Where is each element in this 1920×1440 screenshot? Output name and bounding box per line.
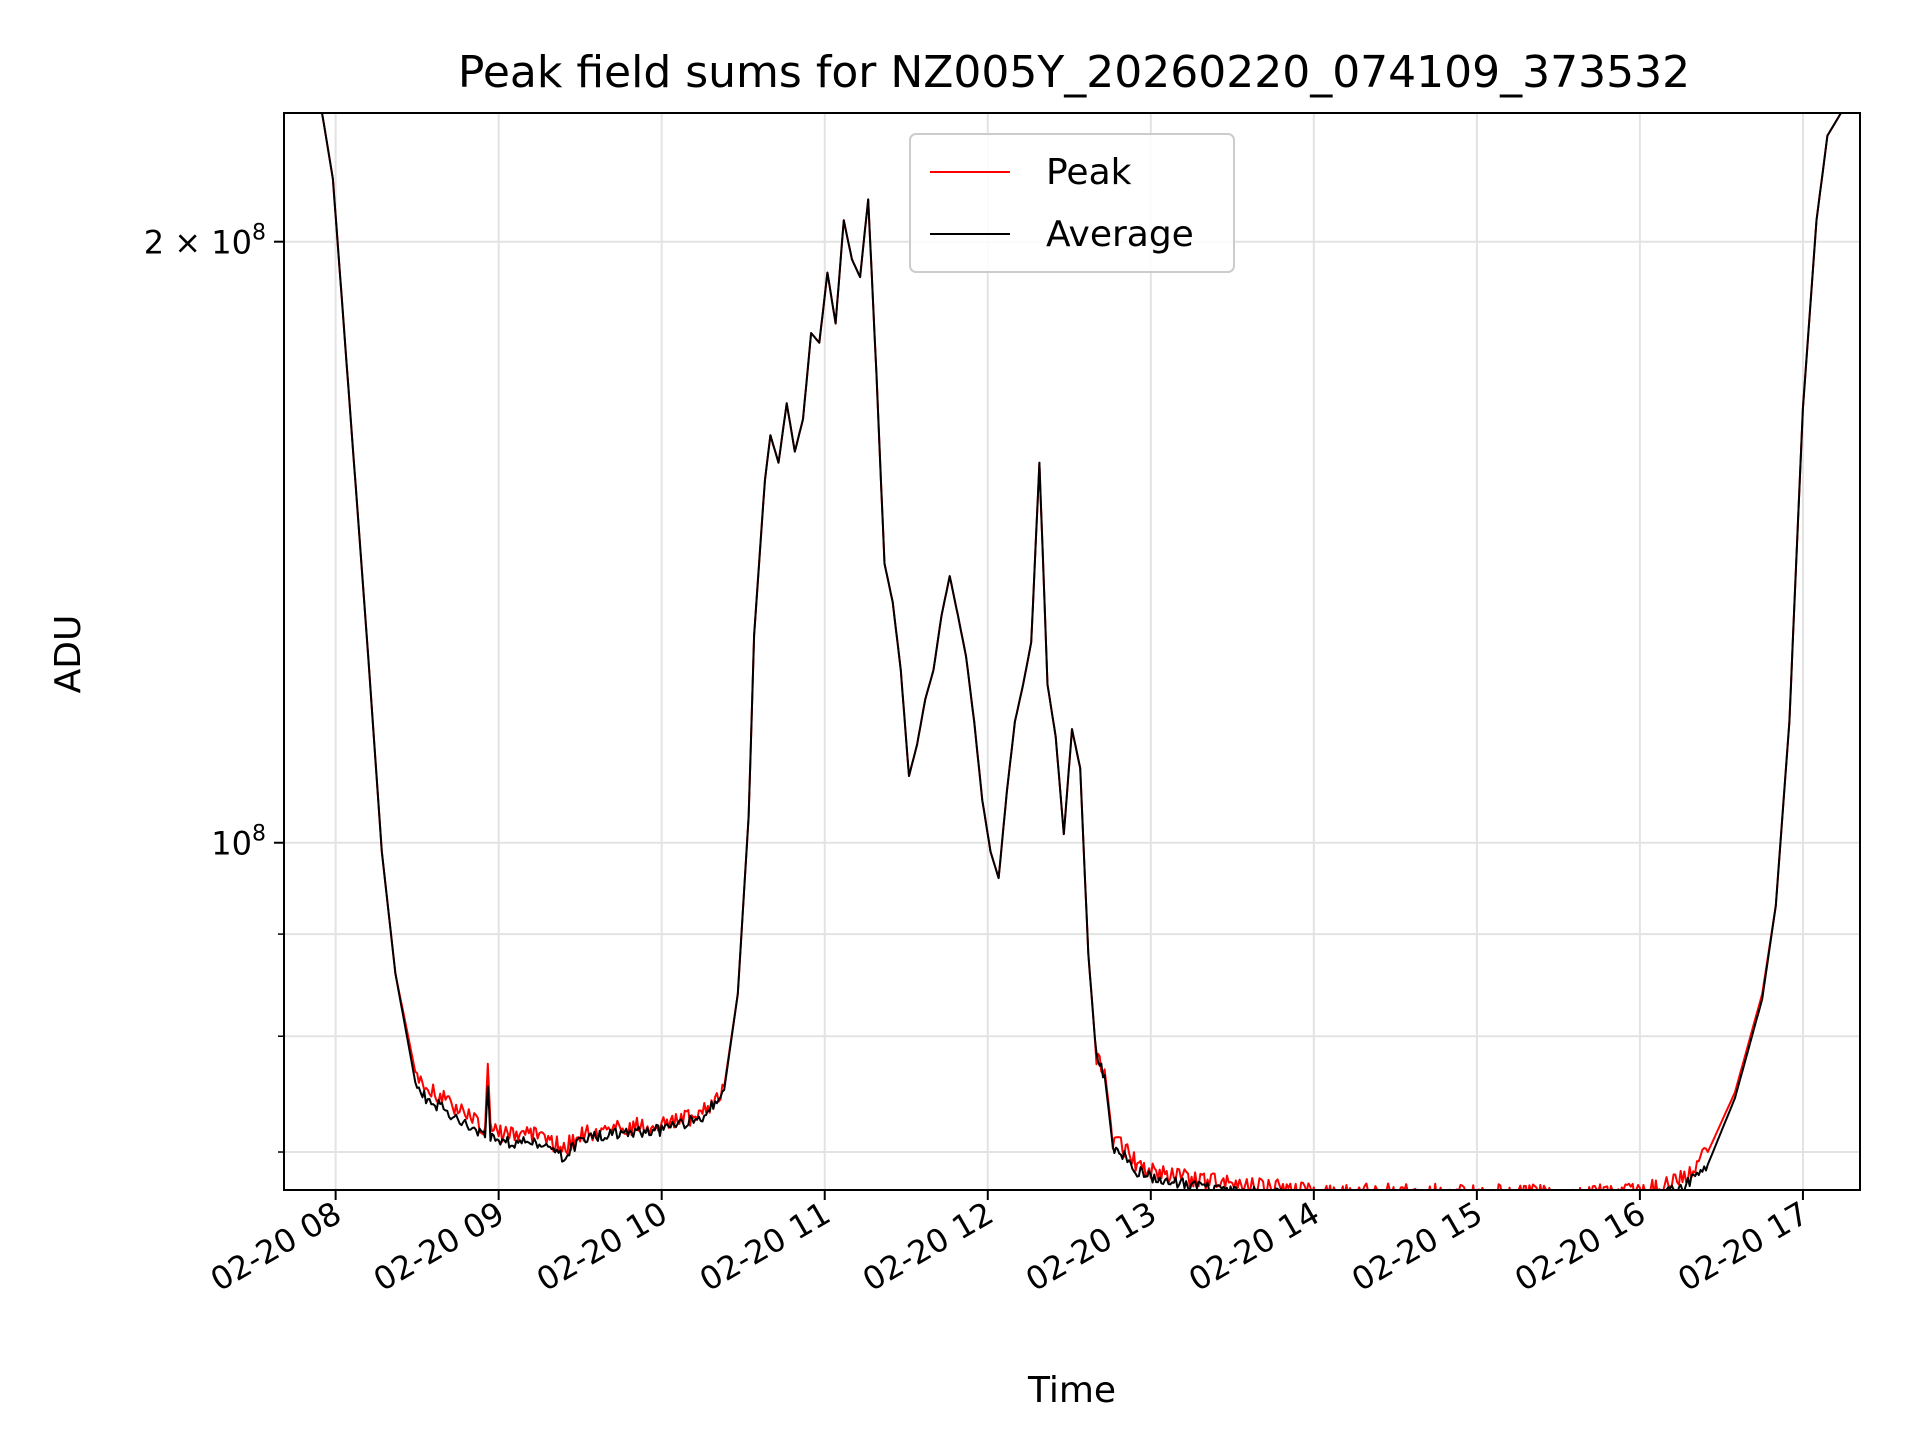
plot-area xyxy=(284,113,1860,1190)
chart-title: Peak field sums for NZ005Y_20260220_0741… xyxy=(458,47,1690,98)
y-tick-label: 2 × 108 xyxy=(144,221,266,262)
y-tick-label: 108 xyxy=(211,822,266,863)
legend: Peak Average xyxy=(909,133,1235,273)
series-group xyxy=(284,113,1860,1190)
x-axis-label: Time xyxy=(1027,1370,1116,1411)
legend-average-label: Average xyxy=(1046,214,1194,255)
series-line-average xyxy=(284,113,1860,1190)
legend-box xyxy=(909,133,1235,273)
plot-frame xyxy=(283,112,1861,1191)
legend-peak-label: Peak xyxy=(1046,152,1132,193)
y-axis-label: ADU xyxy=(48,615,89,694)
